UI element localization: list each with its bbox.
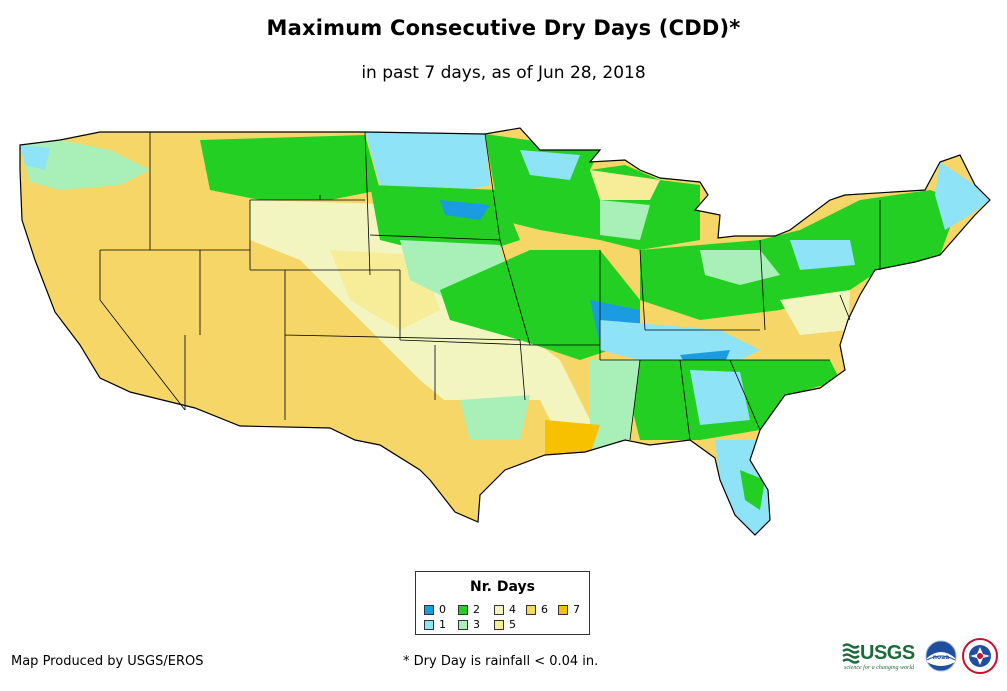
zone-1-day-pnw [20,145,50,170]
zone-6-days-texas [430,400,560,522]
zone-3-days-mississippi [590,360,640,450]
legend: Nr. Days 0 1 2 3 4 5 6 7 [415,571,590,635]
zone-5-days-wisconsin [590,170,660,200]
us-dry-days-map [19,127,991,536]
legend-swatch-5 [494,620,504,630]
legend-item-1: 1 [424,619,446,631]
legend-title: Nr. Days [470,579,535,595]
legend-item-6: 6 [526,604,548,616]
nws-logo-icon [962,638,998,674]
usgs-wordmark: USGS [860,642,915,664]
zone-3-days-ohio [700,250,780,285]
zone-4-days-mid-atlantic [780,290,850,335]
legend-swatch-4 [494,605,504,615]
legend-swatch-0 [424,605,434,615]
legend-swatch-2 [458,605,468,615]
map-title: Maximum Consecutive Dry Days (CDD)* [266,16,741,40]
zone-3-days-pnw [20,140,150,190]
usgs-tagline: science for a changing world [844,665,914,671]
legend-item-2: 2 [458,604,480,616]
legend-swatch-6 [526,605,536,615]
zone-2-days-florida [740,470,765,510]
noaa-wordmark: noaa [933,654,950,661]
map-credit: Map Produced by USGS/EROS [11,654,204,669]
dry-day-footnote: * Dry Day is rainfall < 0.04 in. [403,654,599,669]
zone-0-days-sd [440,200,490,220]
legend-swatch-3 [458,620,468,630]
zone-3-days-wisconsin [600,200,650,240]
zone-3-days-east-texas [460,395,530,440]
legend-item-7: 7 [558,604,580,616]
zone-7-days-louisiana [545,420,600,455]
legend-item-4: 4 [494,604,516,616]
zone-1-day-georgia [690,370,750,425]
noaa-logo-icon: noaa [925,640,957,672]
usgs-logo: USGS science for a changing world [842,640,920,674]
zone-2-days-midwest [440,250,640,360]
zone-2-days-montana [200,135,380,200]
zone-1-day-pennsylvania [790,240,855,270]
usgs-wave-icon [842,643,860,664]
legend-swatch-1 [424,620,434,630]
state-borders [99,131,881,441]
map-subtitle: in past 7 days, as of Jun 28, 2018 [361,63,646,83]
zone-1-day-dakotas [365,132,490,200]
zone-1-day-maine [935,162,990,230]
legend-item-3: 3 [458,619,480,631]
legend-item-0: 0 [424,604,446,616]
zone-1-day-minnesota [520,150,580,180]
legend-swatch-7 [558,605,568,615]
legend-item-5: 5 [494,619,516,631]
